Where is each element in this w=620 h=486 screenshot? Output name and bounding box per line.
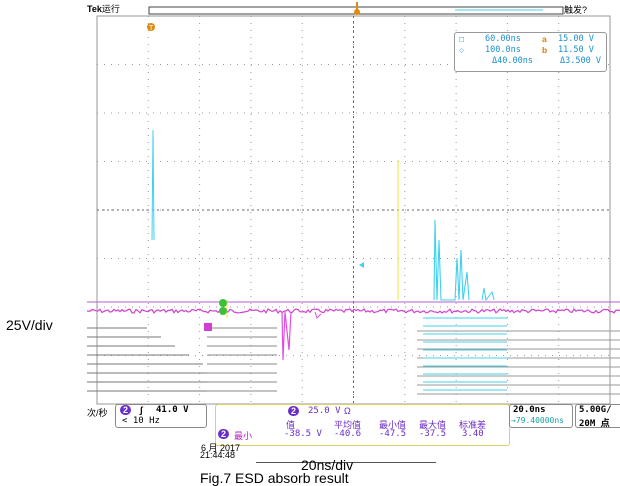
date-readout: 6 月 2017 — [201, 443, 241, 453]
acquisition-readout[interactable]: 5.00G/ 20M 点 — [575, 404, 620, 429]
trigger-edge-icon: ∫ — [140, 405, 143, 415]
channel-2-ground-marker — [204, 299, 227, 331]
trigger-channel-badge: 2 — [120, 405, 132, 415]
vertical-scale-label: 25V/div — [6, 317, 53, 333]
cursor-readout: □ 60.00ns a 15.00 V ○ 100.0ns b 11.50 V … — [454, 32, 607, 72]
channel-1-burst — [433, 219, 470, 301]
waveform-display: T — [87, 0, 620, 405]
oscilloscope-screen: T Tek运行 触发? □ 60.00ns a 15.00 V ○ 100.0n… — [87, 0, 620, 460]
trigger-status: 触发? — [564, 5, 588, 15]
figure-caption: Fig.7 ESD absorb result — [200, 470, 349, 486]
channel-2-trace — [87, 308, 620, 315]
channel-2-dip — [281, 311, 292, 361]
ch2-badge: 2 — [288, 406, 300, 416]
horizontal-scale-label: 20ns/div — [301, 457, 354, 473]
cursor-b-icon: b — [542, 45, 548, 55]
channel-1-spike — [151, 129, 155, 241]
timebase-readout[interactable]: 20.0ns →79.40000ns — [509, 404, 573, 428]
channel-1-ripple — [481, 287, 495, 302]
cursor-a-icon: a — [542, 34, 547, 44]
trigger-time-marker: T — [147, 23, 155, 32]
reference-arrow-icon — [359, 262, 364, 268]
brand-label: Tek运行 — [87, 4, 120, 14]
channel-2-dip — [314, 311, 322, 319]
acq-rate-label: 次/秒 — [87, 408, 108, 418]
trigger-readout[interactable]: 2 ∫ 41.0 V < 10 Hz — [115, 404, 207, 428]
caption-divider — [256, 462, 436, 463]
measurement-panel[interactable]: 2 25.0 V Ω 值 平均值 最小值 最大值 标准差 2 最小 -38.5 … — [215, 404, 510, 446]
time-readout: 21:44:48 — [200, 450, 236, 460]
svg-text:T: T — [149, 25, 154, 32]
